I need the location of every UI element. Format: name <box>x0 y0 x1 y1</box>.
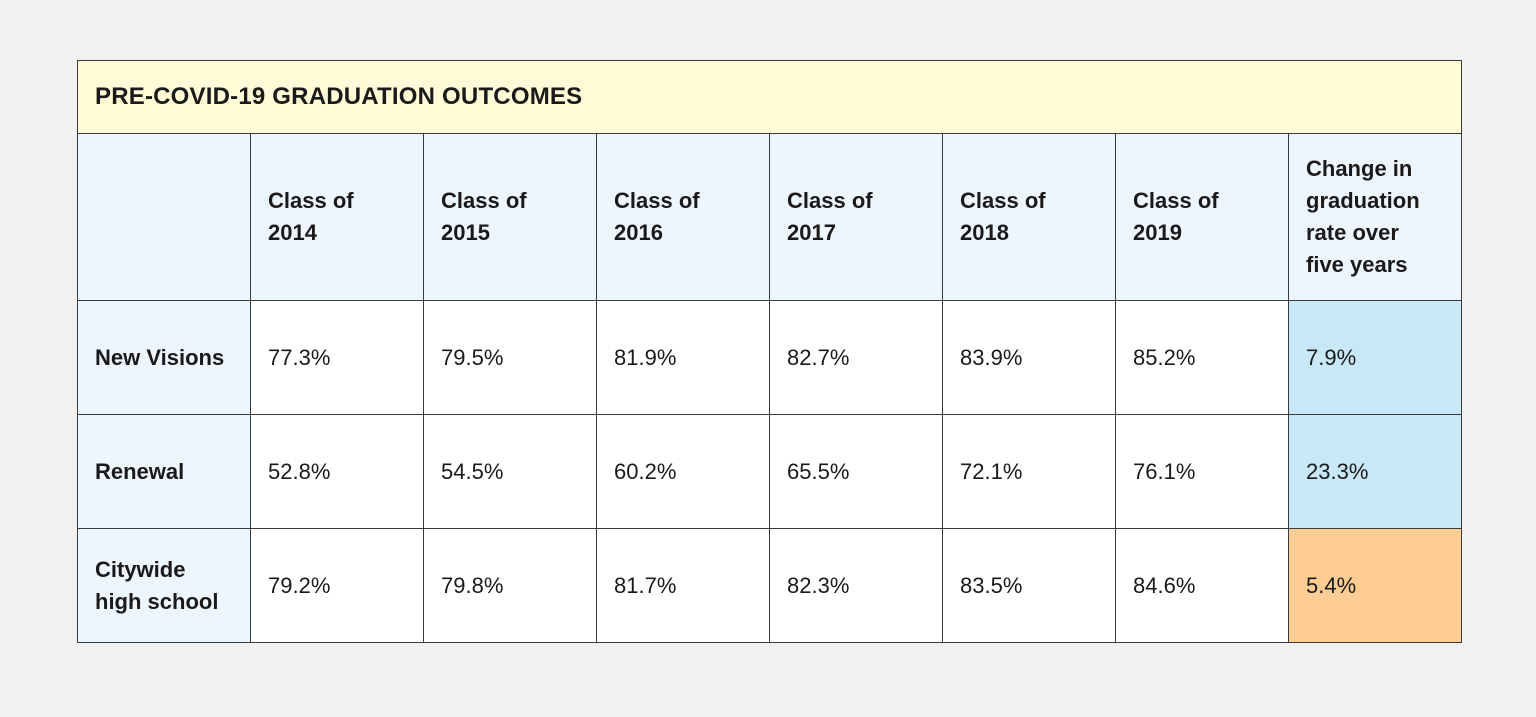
table-row-citywide: Citywide high school 79.2% 79.8% 81.7% 8… <box>77 528 1463 643</box>
table-cell: 85.2% <box>1115 300 1289 415</box>
header-cell-class-2015: Class of 2015 <box>423 133 597 301</box>
change-cell: 5.4% <box>1287 528 1463 643</box>
header-cell-class-2018: Class of 2018 <box>942 133 1116 301</box>
header-cell-change: Change in graduation rate over five year… <box>1287 133 1463 301</box>
header-row: Class of 2014 Class of 2015 Class of 201… <box>77 133 1463 301</box>
table-cell: 82.3% <box>769 528 943 643</box>
table-cell: 52.8% <box>250 414 424 529</box>
graduation-outcomes-table: PRE-COVID-19 GRADUATION OUTCOMES Class o… <box>76 60 1463 643</box>
change-cell: 7.9% <box>1287 300 1463 415</box>
table-cell: 76.1% <box>1115 414 1289 529</box>
table-title-row: PRE-COVID-19 GRADUATION OUTCOMES <box>76 60 1463 134</box>
header-cell-empty <box>77 133 251 301</box>
table-cell: 65.5% <box>769 414 943 529</box>
row-label: Renewal <box>77 414 251 529</box>
header-cell-class-2016: Class of 2016 <box>596 133 770 301</box>
row-label: New Visions <box>77 300 251 415</box>
table-cell: 83.5% <box>942 528 1116 643</box>
header-cell-class-2014: Class of 2014 <box>250 133 424 301</box>
table-cell: 79.8% <box>423 528 597 643</box>
table-cell: 77.3% <box>250 300 424 415</box>
table-cell: 81.9% <box>596 300 770 415</box>
table-cell: 79.2% <box>250 528 424 643</box>
table-cell: 79.5% <box>423 300 597 415</box>
header-cell-class-2017: Class of 2017 <box>769 133 943 301</box>
row-label: Citywide high school <box>77 528 251 643</box>
table-cell: 82.7% <box>769 300 943 415</box>
table-title: PRE-COVID-19 GRADUATION OUTCOMES <box>76 60 1463 134</box>
graduation-outcomes-table-container: PRE-COVID-19 GRADUATION OUTCOMES Class o… <box>76 60 1463 643</box>
table-row-renewal: Renewal 52.8% 54.5% 60.2% 65.5% 72.1% 76… <box>77 414 1463 529</box>
table-cell: 81.7% <box>596 528 770 643</box>
table-cell: 54.5% <box>423 414 597 529</box>
change-cell: 23.3% <box>1287 414 1463 529</box>
table-cell: 84.6% <box>1115 528 1289 643</box>
table-row-new-visions: New Visions 77.3% 79.5% 81.9% 82.7% 83.9… <box>77 300 1463 415</box>
table-cell: 60.2% <box>596 414 770 529</box>
header-cell-class-2019: Class of 2019 <box>1115 133 1289 301</box>
table-cell: 83.9% <box>942 300 1116 415</box>
table-cell: 72.1% <box>942 414 1116 529</box>
